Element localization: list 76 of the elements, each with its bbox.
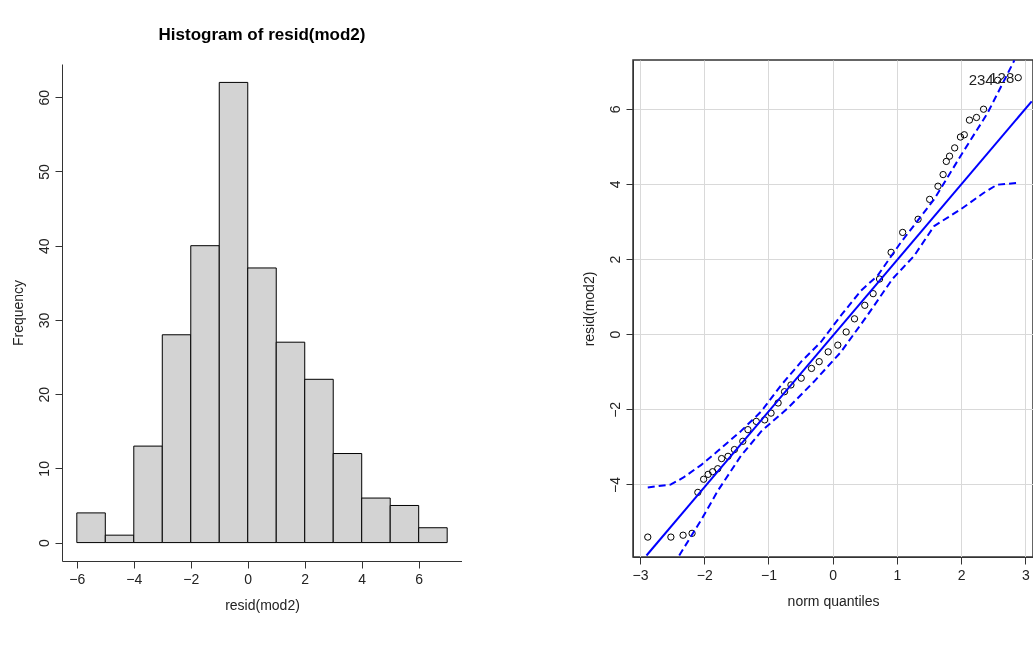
point xyxy=(767,409,775,417)
point xyxy=(861,301,869,309)
y-axis-title: resid(mod2) xyxy=(580,271,597,347)
x-tick-label: 4 xyxy=(358,570,367,587)
point xyxy=(679,531,687,539)
x-tick-label: 0 xyxy=(244,570,253,587)
y-tick-label: 50 xyxy=(35,163,52,180)
y-tick-label: 20 xyxy=(35,386,52,403)
x-tick-label: 3 xyxy=(1021,566,1030,583)
point xyxy=(780,388,789,396)
point xyxy=(730,445,739,454)
point xyxy=(960,131,968,139)
point xyxy=(699,475,708,483)
point xyxy=(824,348,832,356)
point xyxy=(688,529,696,537)
point xyxy=(942,157,950,166)
point xyxy=(744,426,752,434)
point xyxy=(704,470,712,479)
x-tick-label: −1 xyxy=(760,566,778,583)
y-tick-label: 60 xyxy=(35,89,52,106)
point xyxy=(945,152,954,160)
point xyxy=(807,364,816,373)
y-tick-label: −4 xyxy=(606,476,623,493)
point xyxy=(914,215,922,223)
point xyxy=(965,116,974,124)
point xyxy=(939,170,947,179)
x-tick-label: −3 xyxy=(632,566,649,583)
point xyxy=(887,248,895,256)
point xyxy=(934,182,942,190)
point xyxy=(717,454,726,463)
x-tick-label: 0 xyxy=(829,566,838,583)
point xyxy=(797,374,805,382)
y-tick-label: 6 xyxy=(606,105,623,114)
y-tick-label: 4 xyxy=(606,180,623,189)
point xyxy=(739,437,747,445)
y-tick-label: 0 xyxy=(35,538,52,547)
point xyxy=(834,341,842,349)
point xyxy=(724,452,732,460)
point xyxy=(850,315,859,323)
point xyxy=(956,133,965,141)
x-tick-label: −2 xyxy=(183,570,200,587)
chart-title: Histogram of resid(mod2) xyxy=(158,25,366,44)
y-tick-label: 40 xyxy=(35,238,52,254)
point xyxy=(774,399,782,407)
y-tick-label: −2 xyxy=(606,401,623,418)
point xyxy=(875,275,884,283)
point xyxy=(925,195,934,204)
x-tick-label: −2 xyxy=(696,566,713,583)
point xyxy=(1014,74,1022,82)
point xyxy=(951,144,959,152)
y-tick-label: 2 xyxy=(606,255,623,264)
point xyxy=(979,105,988,113)
point xyxy=(714,465,722,473)
x-tick-label: 2 xyxy=(301,570,310,587)
x-tick-label: −4 xyxy=(126,570,143,587)
y-tick-label: 30 xyxy=(35,312,52,329)
line-series xyxy=(646,60,1016,489)
point xyxy=(708,468,717,476)
point xyxy=(899,228,907,237)
point xyxy=(972,113,981,122)
x-axis-title: norm quantiles xyxy=(787,592,880,609)
point xyxy=(644,533,652,541)
point xyxy=(815,358,823,366)
point xyxy=(869,290,877,298)
point xyxy=(667,533,675,541)
x-tick-label: 6 xyxy=(415,570,424,587)
point xyxy=(787,381,795,389)
x-axis-title: resid(mod2) xyxy=(225,596,300,613)
y-axis-title: Frequency xyxy=(9,279,26,347)
point xyxy=(842,328,850,336)
x-tick-label: 2 xyxy=(957,566,966,583)
y-tick-label: 0 xyxy=(606,330,623,339)
x-tick-label: 1 xyxy=(893,566,902,583)
y-tick-label: 10 xyxy=(35,460,52,477)
point xyxy=(694,488,702,497)
x-tick-label: −6 xyxy=(69,570,86,587)
